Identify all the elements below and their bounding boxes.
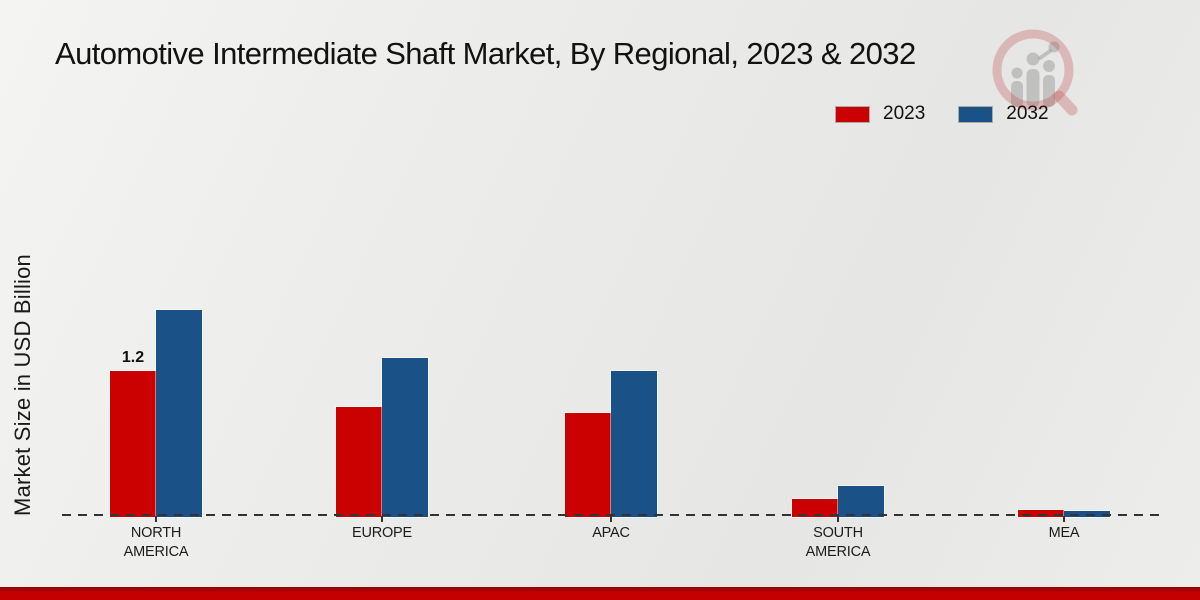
bar-2023-europe <box>336 407 382 517</box>
x-axis-tick <box>155 516 157 522</box>
x-axis-label-europe: EUROPE <box>351 525 413 541</box>
x-axis-label-north-america: NORTH AMERICA <box>123 525 189 560</box>
y-axis-label: Market Size in USD Billion <box>10 254 35 516</box>
bar-2032-europe <box>382 358 428 517</box>
x-axis-label-south-america: SOUTH AMERICA <box>805 525 871 560</box>
legend-item-2032: 2032 <box>959 103 1049 125</box>
bar-2023-apac <box>565 413 611 517</box>
legend-label-2023: 2023 <box>883 103 926 124</box>
bar-2023-mea <box>1018 510 1064 517</box>
legend-swatch-2032 <box>959 106 993 122</box>
legend-swatch-2023 <box>836 106 869 122</box>
chart-title: Automotive Intermediate Shaft Market, By… <box>55 36 916 71</box>
bar-value-label: 1.2 <box>121 349 145 366</box>
bar-2023-south-america <box>792 499 838 517</box>
bar-2032-apac <box>611 371 657 517</box>
magnifier-analytics-logo-watermark <box>992 29 1078 116</box>
logo-magnifier <box>992 29 1078 116</box>
legend-label-2032: 2032 <box>1006 103 1049 124</box>
bar-2023-north-america <box>110 371 156 517</box>
bar-2032-north-america <box>156 310 202 517</box>
x-axis-tick <box>837 516 839 522</box>
x-axis-tick <box>610 516 612 522</box>
x-axis-label-apac: APAC <box>592 525 630 541</box>
x-axis-tick <box>381 516 383 522</box>
bar-2032-south-america <box>838 486 884 517</box>
footer-brand-band <box>0 587 1200 600</box>
legend: 2023 2032 <box>836 103 1049 125</box>
legend-item-2023: 2023 <box>836 103 925 125</box>
x-axis-baseline <box>62 514 1160 516</box>
x-axis-label-mea: MEA <box>1048 525 1080 541</box>
x-axis-tick <box>1063 516 1065 522</box>
logo-person-bars <box>1011 41 1060 107</box>
